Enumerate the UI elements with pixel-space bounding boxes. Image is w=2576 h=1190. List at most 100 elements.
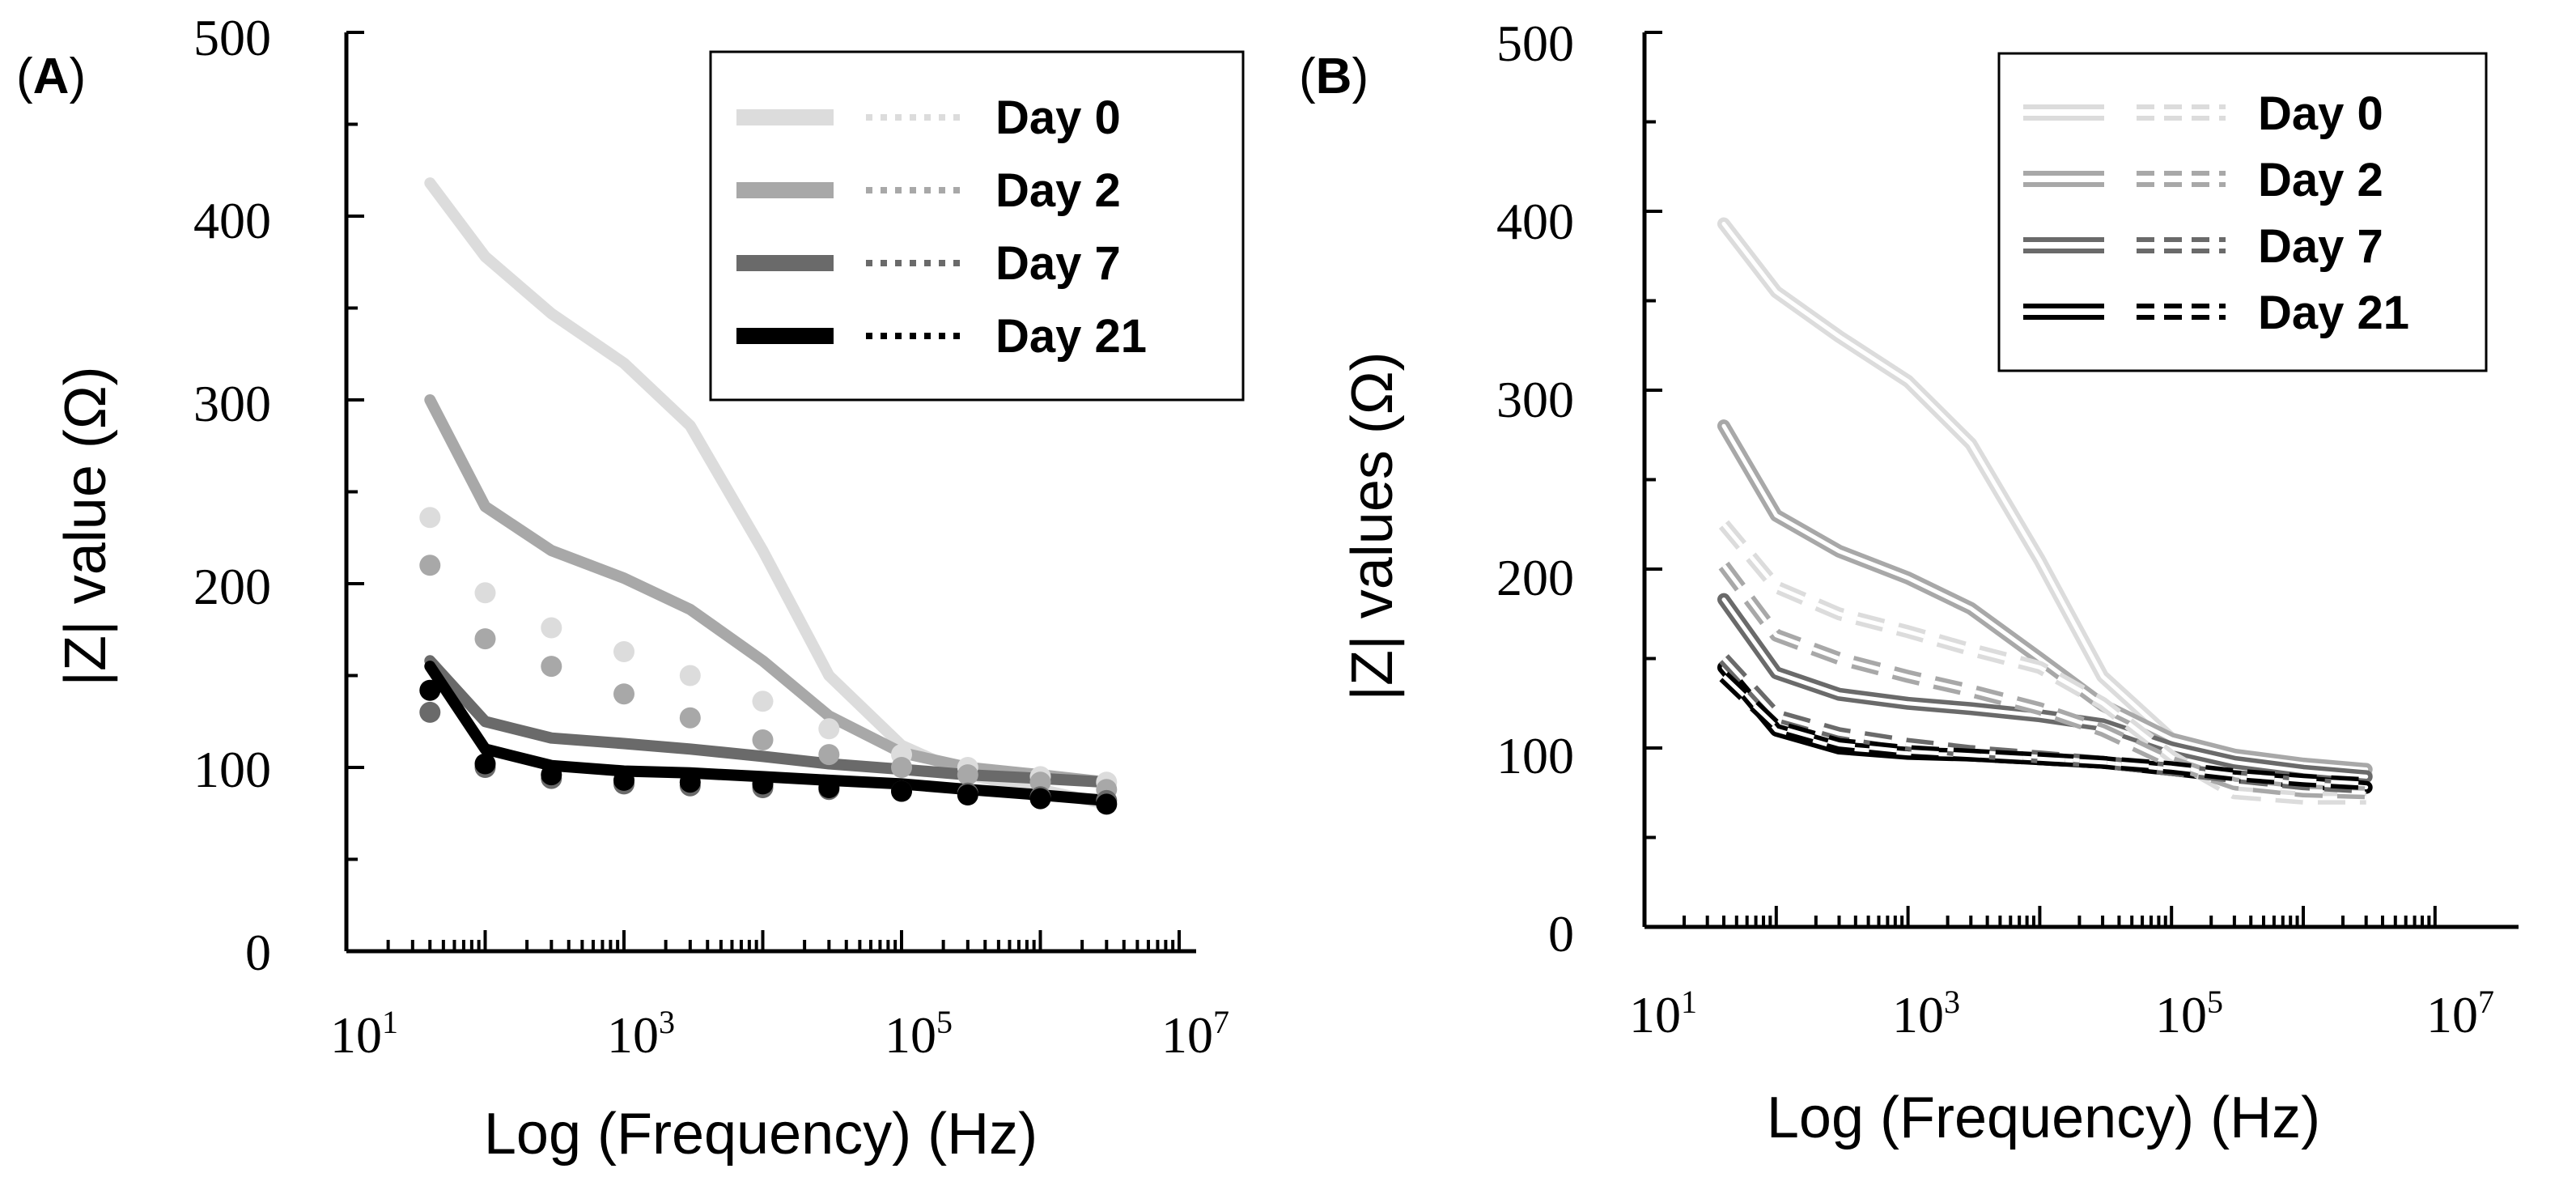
y-axis-title: |Z| values (Ω) <box>1340 351 1405 700</box>
data-point <box>957 764 978 786</box>
data-point <box>752 729 774 750</box>
x-tick-exp: 3 <box>1944 984 1960 1020</box>
x-tick-base: 10 <box>1892 986 1944 1043</box>
y-tick-label: 0 <box>1548 905 1574 963</box>
x-tick-exp: 7 <box>1213 1004 1229 1040</box>
x-tick-label: 107 <box>1161 1004 1229 1064</box>
data-point <box>419 679 441 701</box>
y-tick-label: 100 <box>193 741 271 798</box>
data-point <box>818 718 840 740</box>
legend-label: Day 21 <box>2258 287 2409 339</box>
data-point <box>752 691 774 712</box>
plot-area <box>1717 217 2373 805</box>
legend: Day 0 Day 2 Day 7 Day 21 <box>709 50 1245 402</box>
legend-swatch-double <box>2023 237 2104 253</box>
y-tick-label: 0 <box>245 924 271 981</box>
x-tick-label: 107 <box>2426 984 2494 1043</box>
panel-letter: A <box>33 49 70 104</box>
panel-letter: B <box>1316 49 1352 104</box>
x-tick-exp: 5 <box>2207 984 2223 1020</box>
x-tick-base: 10 <box>885 1006 936 1064</box>
data-point <box>541 656 562 678</box>
x-tick-exp: 7 <box>2478 984 2494 1020</box>
x-tick-label: 105 <box>885 1004 953 1064</box>
legend-swatch-dashed-double <box>2137 171 2226 187</box>
data-point <box>419 701 441 723</box>
data-point <box>541 617 562 639</box>
y-tick-label: 400 <box>1496 193 1574 250</box>
legend-swatch-dashed-double <box>2137 104 2226 121</box>
data-point <box>613 683 634 705</box>
x-tick-exp: 3 <box>659 1004 675 1040</box>
x-tick-exp: 5 <box>936 1004 953 1040</box>
panel-a: (A) |Z| value (Ω) Log (Frequency) (Hz) 0… <box>16 9 1245 1167</box>
data-point <box>679 771 701 793</box>
y-tick-label: 300 <box>1496 371 1574 428</box>
x-tick-label: 103 <box>1892 984 1960 1043</box>
data-point <box>474 753 496 775</box>
x-tick-labels: 101 103 105 107 <box>1629 984 2494 1043</box>
data-point <box>679 665 701 686</box>
x-tick-label: 103 <box>607 1004 675 1064</box>
legend-box <box>709 50 1245 402</box>
data-point <box>957 784 978 805</box>
x-tick-labels: 101 103 105 107 <box>330 1004 1229 1064</box>
data-point <box>752 773 774 795</box>
data-point <box>818 744 840 766</box>
series-day-21-dotted-points <box>419 679 1118 815</box>
legend-label: Day 0 <box>995 91 1121 144</box>
legend-swatch-double <box>2023 104 2104 121</box>
y-tick-label: 200 <box>1496 549 1574 606</box>
x-tick-base: 10 <box>330 1006 382 1064</box>
y-tick-label: 300 <box>193 375 271 432</box>
legend-label: Day 0 <box>2258 87 2383 140</box>
x-tick-base: 10 <box>1629 986 1681 1043</box>
data-point <box>419 555 441 576</box>
series-day-2-dashed-double-line-inner <box>1722 564 2366 795</box>
data-point <box>541 764 562 786</box>
x-tick-exp: 1 <box>382 1004 398 1040</box>
legend-swatch-double <box>2023 171 2104 187</box>
axes <box>1642 31 2519 929</box>
data-point <box>891 780 912 802</box>
data-point <box>1029 788 1051 810</box>
x-tick-base: 10 <box>2426 986 2478 1043</box>
series-day-7-double-line-inner <box>1721 597 2369 779</box>
x-tick-base: 10 <box>1161 1006 1213 1064</box>
x-axis-title: Log (Frequency) (Hz) <box>1767 1086 2320 1150</box>
x-tick-base: 10 <box>2155 986 2207 1043</box>
legend-swatch-dashed-double <box>2137 237 2226 253</box>
series-day-7-solid-line <box>424 655 1113 788</box>
legend-label: Day 21 <box>995 310 1147 363</box>
panel-b: (B) |Z| values (Ω) Log (Frequency) (Hz) … <box>1299 15 2519 1150</box>
legend-label: Day 7 <box>995 237 1121 290</box>
series-day-2-solid-line <box>424 394 1113 788</box>
data-point <box>419 507 441 529</box>
data-point <box>474 582 496 604</box>
series-day-2-dotted-points <box>419 555 1118 801</box>
x-tick-label: 101 <box>1629 984 1697 1043</box>
legend-box <box>1997 52 2488 372</box>
legend-swatch-dashed-double <box>2137 304 2226 320</box>
y-axis-title: |Z| value (Ω) <box>53 366 118 686</box>
data-point <box>818 777 840 798</box>
plot-area <box>419 177 1118 815</box>
series-day-0-dashed-double-line-inner <box>1722 523 2366 801</box>
series-day-2-double-line-inner <box>1721 423 2369 771</box>
y-tick-label: 500 <box>1496 15 1574 72</box>
y-tick-label: 100 <box>1496 727 1574 784</box>
data-point <box>1029 771 1051 793</box>
legend-label: Day 7 <box>2258 220 2383 273</box>
data-point <box>474 628 496 650</box>
y-tick-label: 200 <box>193 558 271 615</box>
legend: Day 0 Day 2 Day 7 Day 21 <box>1997 52 2488 372</box>
x-tick-base: 10 <box>607 1006 659 1064</box>
data-point <box>613 769 634 791</box>
x-axis-title: Log (Frequency) (Hz) <box>484 1102 1038 1167</box>
data-point <box>613 641 634 662</box>
legend-swatch-double <box>2023 304 2104 320</box>
y-tick-label: 400 <box>193 192 271 249</box>
panel-label: (A) <box>16 49 86 104</box>
x-tick-label: 105 <box>2155 984 2223 1043</box>
